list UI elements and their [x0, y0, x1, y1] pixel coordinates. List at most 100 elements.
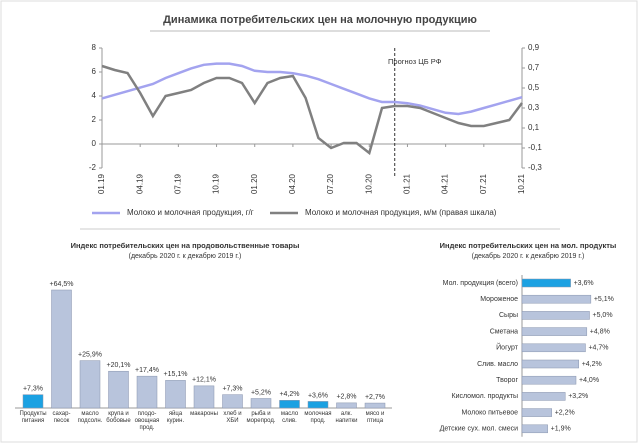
x-tick-label: 04.20 — [288, 173, 297, 194]
value-label: +4,7% — [588, 345, 608, 352]
bar-subtitle: (декабрь 2020 г. к декабрю 2019 г.) — [129, 252, 242, 260]
y-tick-label: 2 — [92, 115, 97, 124]
value-label: +20,1% — [107, 362, 131, 369]
legend-label: Молоко и молочная продукция, м/м (правая… — [305, 208, 497, 217]
category-label: мясо и птица — [365, 411, 385, 424]
bar — [250, 398, 272, 409]
category-label: молочная прод. — [304, 411, 332, 424]
value-label: +17,4% — [135, 367, 159, 374]
x-tick-label: 10.21 — [517, 173, 526, 194]
category-label: рыба и морепрод. — [246, 411, 276, 424]
bar — [165, 380, 186, 409]
y2-tick-label: 0,3 — [528, 103, 540, 112]
x-tick-label: 04.19 — [135, 173, 144, 194]
category-label: масло слив. — [280, 411, 299, 424]
value-label: +12,1% — [192, 377, 216, 384]
bar — [22, 394, 44, 409]
value-label: +7,3% — [23, 385, 43, 392]
category-label: Молоко питьевое — [461, 409, 518, 416]
value-label: +3,2% — [568, 393, 588, 400]
bar — [521, 294, 592, 304]
x-tick-label: 01.21 — [403, 173, 412, 194]
legend-label: Молоко и молочная продукция, г/г — [127, 208, 254, 217]
y2-tick-label: -0,3 — [528, 163, 542, 172]
series-line — [101, 64, 524, 156]
bar — [307, 401, 329, 409]
y2-tick-label: 0,7 — [528, 63, 540, 72]
category-label: масло подсолн. — [77, 411, 103, 424]
bar — [136, 375, 158, 409]
bar — [51, 289, 72, 409]
category-label: Детские сух. мол. смеси — [440, 426, 518, 433]
category-label: сахар-песок — [52, 411, 71, 424]
y-tick-label: -2 — [89, 163, 97, 172]
hbar-title: Индекс потребительских цен на мол. проду… — [440, 241, 617, 250]
bar — [521, 359, 579, 369]
value-label: +3,6% — [574, 280, 594, 287]
x-tick-label: 04.21 — [441, 173, 450, 194]
value-label: +5,0% — [593, 312, 613, 319]
value-label: +5,1% — [594, 296, 614, 303]
x-tick-label: 01.19 — [97, 173, 106, 194]
y-tick-label: 8 — [92, 43, 97, 52]
bar — [222, 394, 243, 409]
value-label: +4,2% — [582, 361, 602, 368]
category-label: Творог — [496, 377, 518, 384]
bar — [521, 375, 577, 385]
bar — [521, 327, 588, 336]
bar — [193, 385, 215, 409]
value-label: +5,2% — [251, 389, 271, 396]
category-label: плодо-овощная прод. — [134, 411, 160, 431]
bar — [336, 402, 357, 409]
bar — [79, 360, 101, 409]
value-label: +4,8% — [590, 328, 610, 335]
bar-title: Индекс потребительских цен на продовольс… — [71, 241, 300, 250]
value-label: +1,9% — [551, 426, 571, 433]
value-label: +64,5% — [50, 281, 74, 288]
hbar-subtitle: (декабрь 2020 г. к декабрю 2019 г.) — [472, 252, 585, 260]
value-label: +2,8% — [336, 394, 356, 401]
chart-title: Динамика потребительских цен на молочную… — [163, 14, 477, 26]
category-label: Кисломол. продукты — [452, 393, 518, 400]
bar — [521, 343, 586, 353]
y2-tick-label: 0,1 — [528, 123, 540, 132]
category-label: хлеб и ХБИ — [223, 411, 242, 424]
bar — [521, 424, 548, 434]
x-tick-label: 07.21 — [479, 173, 488, 194]
category-label: Слив. масло — [477, 361, 518, 368]
value-label: +4,2% — [279, 391, 299, 398]
value-label: +4,0% — [579, 377, 599, 384]
y2-tick-label: 0,9 — [528, 43, 540, 52]
y-tick-label: 6 — [92, 67, 97, 76]
category-label: макароны — [190, 411, 218, 417]
value-label: +2,7% — [365, 394, 385, 401]
value-label: +3,6% — [308, 392, 328, 399]
category-label: Йогурт — [496, 343, 519, 352]
category-label: Мороженое — [480, 296, 518, 303]
bar — [521, 311, 590, 320]
x-tick-label: 07.19 — [173, 173, 182, 194]
value-label: +25,9% — [78, 351, 102, 358]
y2-tick-label: -0,1 — [528, 143, 542, 152]
value-label: +2,2% — [555, 409, 575, 416]
category-label: Продукты питания — [19, 411, 47, 424]
bar — [521, 392, 566, 401]
bar — [279, 400, 300, 409]
y2-tick-label: 0,5 — [528, 83, 540, 92]
category-label: Сметана — [490, 328, 518, 335]
y-tick-label: 0 — [92, 139, 97, 148]
bar — [521, 408, 552, 417]
bar — [108, 370, 129, 409]
x-tick-label: 10.19 — [212, 173, 221, 194]
category-label: крупа и бобовые — [106, 411, 131, 424]
bar — [521, 278, 571, 288]
x-tick-label: 07.20 — [326, 173, 335, 194]
value-label: +7,3% — [222, 385, 242, 392]
category-label: яйца курин. — [166, 411, 185, 424]
x-tick-label: 01.20 — [250, 173, 259, 194]
category-label: Мол. продукция (всего) — [443, 280, 518, 287]
value-label: +15,1% — [164, 371, 188, 378]
category-label: алк. напитки — [335, 411, 358, 424]
